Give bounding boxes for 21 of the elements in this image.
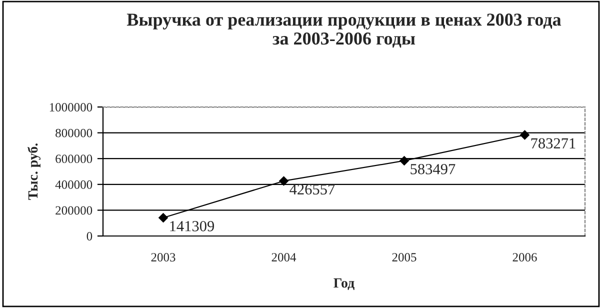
data-label: 583497 bbox=[410, 164, 456, 174]
y-tick-label: 200000 bbox=[56, 206, 92, 215]
data-label: 783271 bbox=[531, 138, 576, 149]
x-tick-label: 2006 bbox=[512, 253, 537, 262]
y-tick-label: 800000 bbox=[56, 128, 92, 138]
x-tick-label: 2005 bbox=[392, 253, 416, 262]
x-tick-label: 2003 bbox=[151, 253, 176, 262]
chart-title: Выручка от реализации продукции в ценах 2003 года за 2003-2006 годы bbox=[126, 14, 562, 48]
data-label: 141309 bbox=[170, 221, 214, 232]
y-tick-label: 1000000 bbox=[50, 103, 92, 112]
data-label: 426557 bbox=[290, 184, 335, 195]
point bbox=[279, 176, 288, 186]
x-axis-title: Год bbox=[334, 278, 354, 290]
y-axis-title: Тыс. руб. bbox=[28, 143, 40, 200]
point bbox=[520, 130, 530, 140]
y-tick-label: 0 bbox=[86, 232, 92, 240]
y-tick-label: 600000 bbox=[56, 154, 92, 164]
x-tick-label: 2004 bbox=[272, 253, 296, 262]
point bbox=[400, 156, 409, 166]
point bbox=[158, 213, 168, 222]
y-tick-label: 400000 bbox=[55, 180, 92, 189]
